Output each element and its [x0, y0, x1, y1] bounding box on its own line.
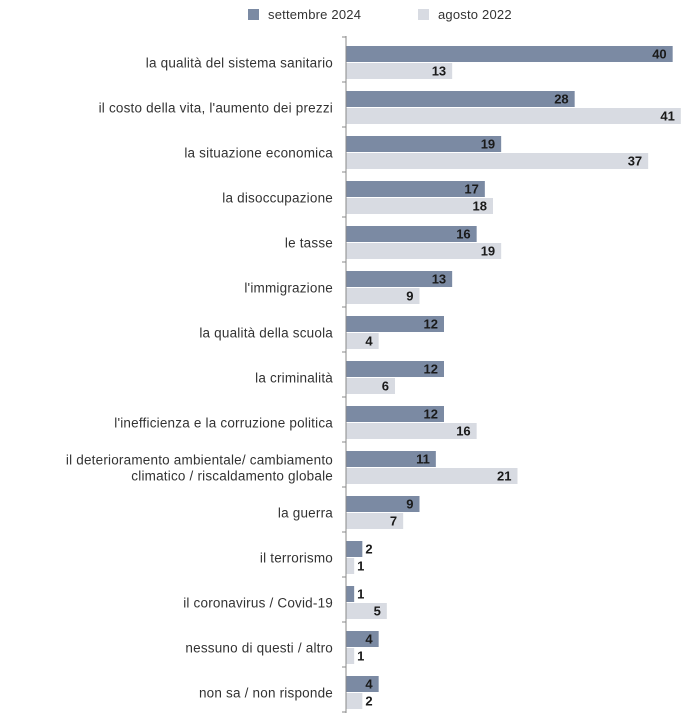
bar-aug-2022-l-immigrazione — [346, 288, 420, 304]
category-label-l-inefficienza-e-la-corruzione-politica: l'inefficienza e la corruzione politica — [114, 416, 333, 431]
category-label-l-immigrazione: l'immigrazione — [244, 281, 333, 296]
data-label-sept-2024-le-tasse: 16 — [456, 227, 470, 242]
bar-aug-2022-la-situazione-economica — [346, 153, 649, 169]
legend-swatch-settembre-2024 — [248, 9, 259, 20]
bar-sept-2024-la-criminalit — [346, 361, 444, 377]
category-label-la-disoccupazione: la disoccupazione — [222, 191, 333, 206]
data-label-sept-2024-il-costo-della-vita-l-aumento-dei-prezzi: 28 — [554, 92, 568, 107]
data-label-sept-2024-il-terrorismo: 2 — [365, 542, 372, 557]
bar-sept-2024-il-terrorismo — [346, 541, 363, 557]
category-label-la-situazione-economica: la situazione economica — [184, 146, 333, 161]
bar-aug-2022-il-costo-della-vita-l-aumento-dei-prezzi — [346, 108, 681, 124]
category-label-le-tasse: le tasse — [285, 236, 333, 251]
legend-label-settembre-2024: settembre 2024 — [268, 7, 361, 22]
data-label-aug-2022-la-qualit-del-sistema-sanitario: 13 — [432, 64, 446, 79]
data-label-aug-2022-il-terrorismo: 1 — [357, 559, 364, 574]
bar-aug-2022-la-qualit-del-sistema-sanitario — [346, 63, 453, 79]
data-label-sept-2024-il-deterioramento-ambientale-cambiamento: 11 — [416, 452, 430, 467]
bar-sept-2024-la-disoccupazione — [346, 181, 485, 197]
data-label-aug-2022-la-disoccupazione: 18 — [473, 199, 487, 214]
category-label-il-costo-della-vita-l-aumento-dei-prezzi: il costo della vita, l'aumento dei prezz… — [99, 101, 333, 116]
data-label-aug-2022-nessuno-di-questi-altro: 1 — [357, 649, 364, 664]
category-label-la-qualit-della-scuola: la qualità della scuola — [199, 326, 333, 341]
bar-sept-2024-il-coronavirus-covid-19 — [346, 586, 355, 602]
bar-sept-2024-la-qualit-della-scuola — [346, 316, 444, 332]
bar-sept-2024-l-immigrazione — [346, 271, 453, 287]
bar-aug-2022-nessuno-di-questi-altro — [346, 648, 355, 664]
bar-aug-2022-le-tasse — [346, 243, 502, 259]
bar-aug-2022-la-qualit-della-scuola — [346, 333, 379, 349]
bar-sept-2024-nessuno-di-questi-altro — [346, 631, 379, 647]
bar-sept-2024-la-qualit-del-sistema-sanitario — [346, 46, 673, 62]
data-label-aug-2022-la-criminalit: 6 — [382, 379, 389, 394]
bar-aug-2022-non-sa-non-risponde — [346, 693, 363, 709]
bar-aug-2022-il-coronavirus-covid-19 — [346, 603, 387, 619]
bar-aug-2022-il-deterioramento-ambientale-cambiamento — [346, 468, 518, 484]
data-label-aug-2022-non-sa-non-risponde: 2 — [365, 694, 372, 709]
data-label-sept-2024-l-immigrazione: 13 — [432, 272, 446, 287]
bar-sept-2024-la-guerra — [346, 496, 420, 512]
data-label-aug-2022-il-coronavirus-covid-19: 5 — [374, 604, 381, 619]
bar-sept-2024-il-costo-della-vita-l-aumento-dei-prezzi — [346, 91, 575, 107]
data-label-aug-2022-il-deterioramento-ambientale-cambiamento: 21 — [497, 469, 511, 484]
data-label-sept-2024-nessuno-di-questi-altro: 4 — [365, 632, 373, 647]
category-label-non-sa-non-risponde: non sa / non risponde — [199, 686, 333, 701]
data-label-sept-2024-il-coronavirus-covid-19: 1 — [357, 587, 364, 602]
legend-swatch-agosto-2022 — [418, 9, 429, 20]
bar-aug-2022-la-guerra — [346, 513, 404, 529]
data-label-sept-2024-la-guerra: 9 — [406, 497, 413, 512]
data-label-aug-2022-l-inefficienza-e-la-corruzione-politica: 16 — [456, 424, 470, 439]
data-label-aug-2022-la-guerra: 7 — [390, 514, 397, 529]
category-label-il-deterioramento-ambientale-cambiamento-line-1: il deterioramento ambientale/ cambiament… — [66, 453, 333, 468]
bar-sept-2024-le-tasse — [346, 226, 477, 242]
data-label-aug-2022-l-immigrazione: 9 — [406, 289, 413, 304]
data-label-sept-2024-la-situazione-economica: 19 — [481, 137, 495, 152]
data-label-aug-2022-le-tasse: 19 — [481, 244, 495, 259]
category-label-il-deterioramento-ambientale-cambiamento-line-2: climatico / riscaldamento globale — [131, 469, 333, 484]
category-label-il-coronavirus-covid-19: il coronavirus / Covid-19 — [183, 596, 333, 611]
data-label-sept-2024-l-inefficienza-e-la-corruzione-politica: 12 — [424, 407, 438, 422]
data-label-aug-2022-il-costo-della-vita-l-aumento-dei-prezzi: 41 — [660, 109, 674, 124]
bar-aug-2022-il-terrorismo — [346, 558, 355, 574]
data-label-aug-2022-la-qualit-della-scuola: 4 — [365, 334, 373, 349]
bar-aug-2022-la-disoccupazione — [346, 198, 493, 214]
data-label-sept-2024-la-criminalit: 12 — [424, 362, 438, 377]
bar-sept-2024-il-deterioramento-ambientale-cambiamento — [346, 451, 436, 467]
bar-sept-2024-non-sa-non-risponde — [346, 676, 379, 692]
bar-aug-2022-la-criminalit — [346, 378, 395, 394]
bar-sept-2024-la-situazione-economica — [346, 136, 502, 152]
bar-sept-2024-l-inefficienza-e-la-corruzione-politica — [346, 406, 444, 422]
data-label-aug-2022-la-situazione-economica: 37 — [628, 154, 642, 169]
data-label-sept-2024-la-qualit-del-sistema-sanitario: 40 — [652, 47, 666, 62]
category-label-la-qualit-del-sistema-sanitario: la qualità del sistema sanitario — [146, 56, 333, 71]
category-label-la-criminalit: la criminalità — [255, 371, 333, 386]
category-label-la-guerra: la guerra — [278, 506, 333, 521]
category-label-il-terrorismo: il terrorismo — [260, 551, 333, 566]
data-label-sept-2024-la-disoccupazione: 17 — [464, 182, 478, 197]
category-label-nessuno-di-questi-altro: nessuno di questi / altro — [185, 641, 333, 656]
bar-aug-2022-l-inefficienza-e-la-corruzione-politica — [346, 423, 477, 439]
data-label-sept-2024-non-sa-non-risponde: 4 — [365, 677, 373, 692]
legend-label-agosto-2022: agosto 2022 — [438, 7, 512, 22]
data-label-sept-2024-la-qualit-della-scuola: 12 — [424, 317, 438, 332]
